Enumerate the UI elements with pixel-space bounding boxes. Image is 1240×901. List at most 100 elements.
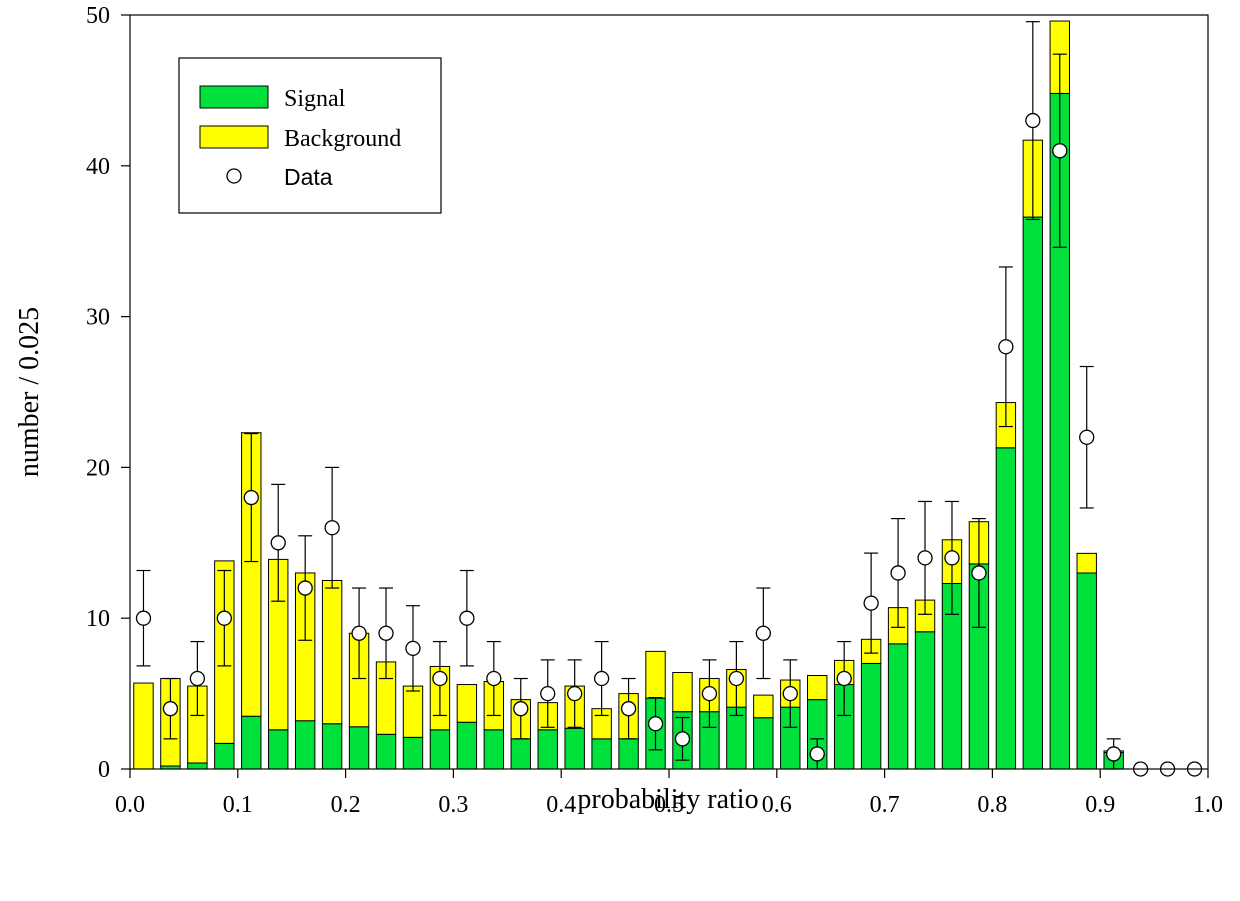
signal-bar [294, 720, 316, 770]
signal-bar [860, 662, 882, 770]
x-tick-label: 1.0 [1193, 792, 1223, 818]
data-point [917, 550, 933, 566]
x-tick-label: 0.4 [546, 792, 576, 818]
plot-area [133, 20, 1203, 777]
legend-background-swatch [199, 125, 269, 149]
x-tick-label: 0.7 [870, 792, 900, 818]
background-bar [753, 694, 774, 719]
y-tick-label: 40 [86, 154, 110, 180]
legend-data-label: Data [284, 164, 333, 190]
signal-bar [753, 717, 774, 770]
signal-bar [995, 447, 1017, 770]
y-axis-title: number / 0.025 [14, 307, 45, 477]
data-point [297, 580, 313, 596]
signal-bar [510, 738, 531, 770]
data-point [1025, 112, 1041, 129]
axes: 0.0 0.1 0.2 0.3 0.4 0.5 0.6 0.7 0.8 0.9 1.0 0 10 20 30… [86, 3, 1223, 818]
signal-bar [591, 738, 612, 770]
x-tick-label: 0.6 [762, 792, 792, 818]
background-bar [321, 580, 343, 725]
data-point [593, 670, 610, 687]
data-point [998, 339, 1014, 355]
y-tick-label: 0 [98, 757, 110, 783]
signal-bar [887, 643, 909, 770]
x-tick-label: 0.9 [1085, 792, 1115, 818]
data-point [351, 625, 367, 641]
legend: Signal Background Data [178, 57, 442, 214]
data-point [189, 670, 206, 687]
legend-data-marker [226, 168, 242, 184]
signal-bar [348, 726, 370, 770]
legend-signal-label: Signal [284, 86, 346, 112]
data-point [162, 701, 179, 717]
background-bar [672, 671, 693, 713]
legend-background-label: Background [284, 126, 401, 152]
data-point [944, 550, 960, 566]
signal-bar [456, 721, 478, 770]
signal-bar [564, 727, 585, 770]
y-tick-label: 10 [86, 606, 110, 632]
signal-bar [618, 738, 639, 770]
data-point [701, 685, 718, 702]
signal-bar [1076, 572, 1097, 770]
data-point [890, 565, 906, 581]
signal-bar [914, 631, 936, 770]
signal-bar [321, 723, 343, 770]
data-point [620, 701, 637, 717]
data-point [405, 640, 421, 657]
data-point [432, 670, 448, 687]
data-point [674, 731, 691, 747]
signal-bar [537, 729, 558, 770]
data-point [459, 610, 475, 626]
data-point [486, 670, 502, 687]
data-point [809, 746, 825, 762]
signal-bar [429, 729, 451, 770]
signal-bar [268, 729, 289, 770]
signal-bar [1022, 216, 1044, 770]
x-tick-label: 0.8 [977, 792, 1007, 818]
data-point [513, 701, 529, 717]
data-point [540, 685, 556, 702]
y-tick-label: 50 [86, 3, 110, 29]
data-point [1079, 429, 1095, 445]
signal-bar [375, 733, 397, 770]
x-tick-label: 0.3 [438, 792, 468, 818]
data-point [378, 625, 394, 641]
background-bar [645, 650, 666, 699]
x-tick-label: 0.0 [115, 792, 145, 818]
data-point [270, 535, 286, 551]
data-point [243, 489, 259, 506]
background-bar [1076, 552, 1097, 574]
signal-bar [241, 715, 262, 770]
signal-bar [187, 762, 208, 770]
data-point [135, 610, 152, 626]
background-bar [402, 685, 424, 738]
background-bar [133, 682, 154, 770]
data-point [755, 625, 771, 641]
data-point [1106, 746, 1122, 762]
data-point [647, 716, 664, 732]
data-point [216, 610, 232, 626]
data-point [1052, 143, 1068, 159]
x-tick-label: 0.2 [331, 792, 361, 818]
background-bar [241, 432, 262, 717]
data-point [567, 685, 583, 702]
data-point [863, 595, 879, 611]
background-bar [807, 675, 828, 701]
data-point [782, 685, 798, 702]
data-point [836, 670, 852, 687]
x-tick-label: 0.5 [654, 792, 684, 818]
signal-bar [726, 706, 747, 770]
data-point [324, 520, 340, 536]
signal-bar [214, 742, 235, 770]
background-bar [456, 684, 478, 723]
y-tick-label: 30 [86, 305, 110, 331]
legend-signal-swatch [199, 85, 269, 109]
data-point [971, 565, 987, 581]
data-point [728, 670, 745, 687]
y-tick-label: 20 [86, 455, 110, 481]
signal-bar [402, 736, 424, 770]
x-tick-label: 0.1 [223, 792, 253, 818]
signal-bar [483, 729, 505, 770]
